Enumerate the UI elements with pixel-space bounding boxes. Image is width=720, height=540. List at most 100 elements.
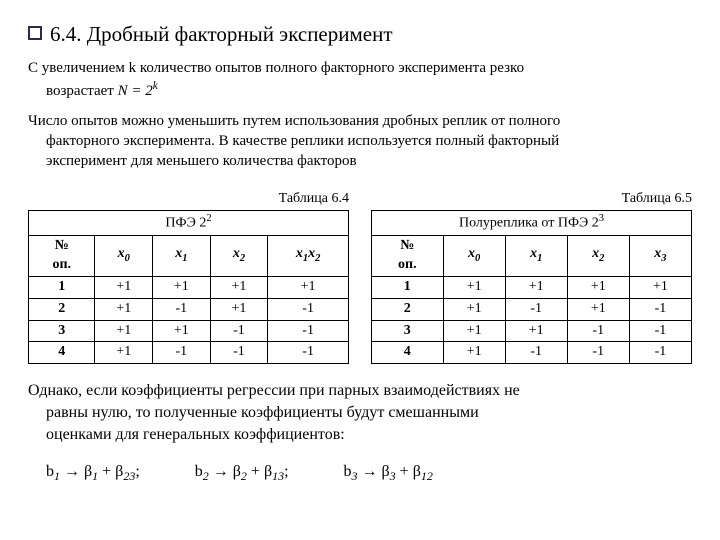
col-no-1: № (55, 238, 69, 253)
cell: -1 (505, 342, 567, 364)
b-sym: b (195, 463, 203, 480)
cell: +1 (95, 342, 153, 364)
cell: -1 (153, 298, 211, 320)
cell: -1 (505, 298, 567, 320)
p1-line2: возрастает N = 2k (46, 79, 692, 101)
table-left: ПФЭ 22 № оп. x0 x1 x2 x1x2 1 +1 +1 (28, 210, 349, 364)
cell: -1 (567, 342, 629, 364)
p3-line3: оценками для генеральных коэффициентов: (46, 424, 692, 446)
table-right-title-text: Полуреплика от ПФЭ 2 (459, 216, 599, 231)
cell: -1 (268, 320, 349, 342)
cp2: 2 (315, 253, 320, 264)
cell: +1 (95, 320, 153, 342)
col-no-2: оп. (398, 257, 417, 272)
cell: -1 (629, 342, 691, 364)
cell: +1 (95, 298, 153, 320)
beta-3: b3 → β3 + β12 (344, 461, 433, 484)
cell: +1 (443, 342, 505, 364)
p3-line1: Однако, если коэффициенты регрессии при … (28, 380, 692, 402)
cell: 4 (29, 342, 95, 364)
tables-row: Таблица 6.4 ПФЭ 22 № оп. x0 x1 x2 x1x2 (28, 190, 692, 365)
table-left-wrap: Таблица 6.4 ПФЭ 22 № оп. x0 x1 x2 x1x2 (28, 190, 349, 365)
p2-line3: эксперимент для меньшего количества факт… (46, 151, 692, 171)
table-left-title-text: ПФЭ 2 (165, 216, 206, 231)
semi: ; (284, 463, 288, 480)
cell: +1 (95, 276, 153, 298)
paragraph-1: С увеличением k количество опытов полног… (28, 58, 692, 101)
cell: 3 (29, 320, 95, 342)
cell: +1 (567, 298, 629, 320)
table-right-header: № оп. x0 x1 x2 x3 (372, 236, 692, 277)
beta-sym: β (233, 463, 241, 480)
cell: +1 (268, 276, 349, 298)
cell: +1 (505, 320, 567, 342)
cell: -1 (567, 320, 629, 342)
c0: 0 (475, 253, 480, 264)
p3-line2: равны нулю, то полученные коэффициенты б… (46, 402, 692, 424)
b-sym: b (46, 463, 54, 480)
cell: -1 (268, 342, 349, 364)
arrow: → (209, 463, 233, 480)
col-no-2: оп. (52, 257, 71, 272)
cell: -1 (210, 320, 268, 342)
c0: 0 (125, 253, 130, 264)
beta-sub2: 23 (123, 469, 135, 483)
table-right-wrap: Таблица 6.5 Полуреплика от ПФЭ 23 № оп. … (371, 190, 692, 365)
col-x1x2: x1x2 (268, 236, 349, 277)
table-right: Полуреплика от ПФЭ 23 № оп. x0 x1 x2 x3 … (371, 210, 692, 364)
cell: 1 (372, 276, 444, 298)
c1: 1 (537, 253, 542, 264)
table-row: 4 +1 -1 -1 -1 (372, 342, 692, 364)
col-no: № оп. (372, 236, 444, 277)
p2-line2: факторного эксперимента. В качестве репл… (46, 131, 692, 151)
table-left-title-sup: 2 (206, 213, 211, 224)
table-right-title-sup: 3 (599, 213, 604, 224)
cell: +1 (505, 276, 567, 298)
cell: +1 (629, 276, 691, 298)
table-left-title: ПФЭ 22 (29, 211, 349, 236)
table-row: 1 +1 +1 +1 +1 (29, 276, 349, 298)
c2: 2 (599, 253, 604, 264)
plus: + (247, 463, 264, 480)
table-left-header: № оп. x0 x1 x2 x1x2 (29, 236, 349, 277)
cell: 3 (372, 320, 444, 342)
cell: -1 (629, 320, 691, 342)
cell: +1 (153, 276, 211, 298)
arrow: → (60, 463, 84, 480)
table-left-caption: Таблица 6.4 (28, 190, 349, 209)
p1-l2b: N = 2 (118, 83, 153, 99)
beta-sym: β (84, 463, 92, 480)
cell: 2 (29, 298, 95, 320)
col-x0: x0 (443, 236, 505, 277)
beta-row: b1 → β1 + β23; b2 → β2 + β13; b3 → β3 + … (28, 461, 692, 484)
p1-l2sup: k (153, 80, 158, 92)
c2: 2 (240, 253, 245, 264)
col-x3: x3 (629, 236, 691, 277)
paragraph-2: Число опытов можно уменьшить путем испол… (28, 111, 692, 172)
beta-sym2: β (413, 463, 421, 480)
b-sym: b (344, 463, 352, 480)
cell: +1 (567, 276, 629, 298)
table-right-caption: Таблица 6.5 (371, 190, 692, 209)
table-row: 2 +1 -1 +1 -1 (29, 298, 349, 320)
p1-l2a: возрастает (46, 83, 118, 99)
table-row: 3 +1 +1 -1 -1 (29, 320, 349, 342)
cell: +1 (443, 276, 505, 298)
c3: 3 (661, 253, 666, 264)
table-row: 1 +1 +1 +1 +1 (372, 276, 692, 298)
beta-1: b1 → β1 + β23; (46, 461, 140, 484)
paragraph-3: Однако, если коэффициенты регрессии при … (28, 380, 692, 445)
cell: +1 (210, 298, 268, 320)
cell: -1 (153, 342, 211, 364)
col-x2: x2 (567, 236, 629, 277)
table-row: 4 +1 -1 -1 -1 (29, 342, 349, 364)
plus: + (396, 463, 413, 480)
beta-sym: β (382, 463, 390, 480)
cell: -1 (210, 342, 268, 364)
page-title: 6.4. Дробный факторный эксперимент (50, 20, 393, 48)
col-x1: x1 (153, 236, 211, 277)
col-no-1: № (400, 238, 414, 253)
plus: + (98, 463, 115, 480)
beta-sub2: 13 (272, 469, 284, 483)
beta-sym2: β (264, 463, 272, 480)
